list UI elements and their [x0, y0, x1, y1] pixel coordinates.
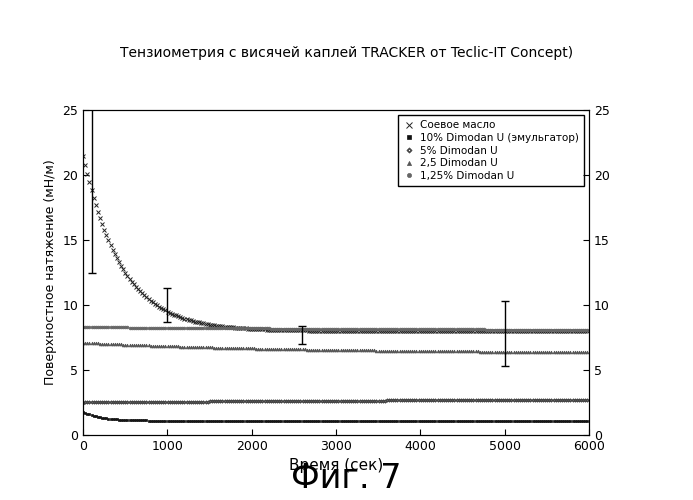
2,5 Dimodan U [250, 346, 258, 352]
Соевое масло [547, 328, 556, 334]
10% Dimodan U (эмульгатор) [159, 418, 168, 424]
Соевое масло [159, 306, 168, 312]
5% Dimodan U [113, 399, 121, 405]
5% Dimodan U [250, 398, 258, 404]
5% Dimodan U [547, 397, 556, 403]
Text: Фиг. 7: Фиг. 7 [291, 462, 402, 495]
2,5 Dimodan U [412, 348, 421, 354]
Соевое масло [412, 328, 421, 334]
1,25% Dimodan U [79, 324, 87, 330]
Y-axis label: Поверхностное натяжение (мН/м): Поверхностное натяжение (мН/м) [44, 160, 57, 386]
Соевое масло [79, 152, 87, 158]
Соевое масло [100, 227, 108, 233]
10% Dimodan U (эмульгатор) [412, 418, 421, 424]
10% Dimodan U (эмульгатор) [79, 408, 87, 414]
Соевое масло [584, 328, 592, 334]
10% Dimodan U (эмульгатор) [250, 418, 258, 424]
Legend: Соевое масло, 10% Dimodan U (эмульгатор), 5% Dimodan U, 2,5 Dimodan U, 1,25% Dim: Соевое масло, 10% Dimodan U (эмульгатор)… [398, 115, 584, 186]
5% Dimodan U [79, 400, 87, 406]
2,5 Dimodan U [159, 343, 168, 349]
Line: 2,5 Dimodan U: 2,5 Dimodan U [82, 342, 589, 353]
Line: 5% Dimodan U: 5% Dimodan U [81, 398, 589, 404]
2,5 Dimodan U [547, 349, 556, 355]
2,5 Dimodan U [79, 340, 87, 345]
X-axis label: Время (сек): Время (сек) [289, 458, 383, 473]
1,25% Dimodan U [584, 327, 592, 333]
10% Dimodan U (эмульгатор) [584, 418, 592, 424]
Line: 10% Dimodan U (эмульгатор): 10% Dimodan U (эмульгатор) [82, 410, 589, 422]
1,25% Dimodan U [412, 326, 421, 332]
5% Dimodan U [584, 397, 592, 403]
2,5 Dimodan U [584, 349, 592, 355]
Line: Соевое масло: Соевое масло [81, 154, 589, 332]
10% Dimodan U (эмульгатор) [547, 418, 556, 424]
1,25% Dimodan U [159, 325, 168, 331]
2,5 Dimodan U [113, 341, 121, 347]
Text: Тензиометрия с висячей каплей TRACKER от Teclic-IT Concept): Тензиометрия с висячей каплей TRACKER от… [120, 46, 573, 60]
Line: 1,25% Dimodan U: 1,25% Dimodan U [82, 326, 589, 331]
2,5 Dimodan U [100, 340, 108, 346]
1,25% Dimodan U [113, 324, 121, 330]
Соевое масло [250, 326, 258, 332]
Соевое масло [113, 256, 121, 262]
10% Dimodan U (эмульгатор) [113, 416, 121, 422]
5% Dimodan U [412, 398, 421, 404]
5% Dimodan U [100, 400, 108, 406]
1,25% Dimodan U [547, 326, 556, 332]
1,25% Dimodan U [250, 326, 258, 332]
5% Dimodan U [159, 399, 168, 405]
1,25% Dimodan U [100, 324, 108, 330]
10% Dimodan U (эмульгатор) [100, 415, 108, 421]
